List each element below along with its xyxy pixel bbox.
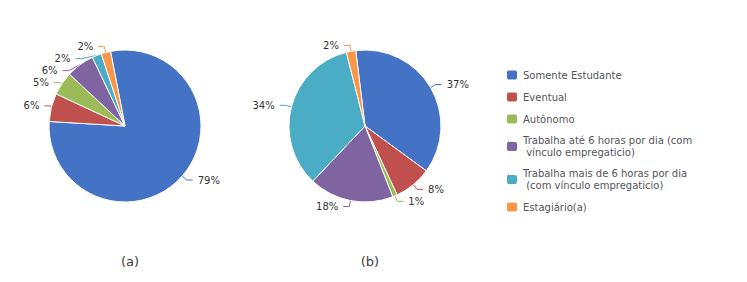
svg-text:(com vínculo empregaticio): (com vínculo empregaticio) <box>523 180 663 191</box>
svg-text:Trabalha mais de 6 horas por d: Trabalha mais de 6 horas por dia <box>522 168 687 179</box>
svg-text:Somente Estudante: Somente Estudante <box>523 70 622 81</box>
svg-text:(a): (a) <box>121 254 139 269</box>
svg-text:1%: 1% <box>408 196 424 207</box>
svg-text:Estagiário(a): Estagiário(a) <box>523 202 587 213</box>
svg-text:6%: 6% <box>24 100 40 111</box>
svg-text:5%: 5% <box>33 77 49 88</box>
svg-text:Eventual: Eventual <box>523 92 567 103</box>
svg-text:Trabalha até 6 horas por dia (: Trabalha até 6 horas por dia (com <box>522 135 692 146</box>
svg-text:37%: 37% <box>447 79 469 90</box>
svg-text:2%: 2% <box>55 53 71 64</box>
svg-text:8%: 8% <box>428 184 444 195</box>
svg-text:2%: 2% <box>77 41 93 52</box>
svg-text:Autônomo: Autônomo <box>523 114 575 125</box>
svg-text:34%: 34% <box>252 100 274 111</box>
svg-text:79%: 79% <box>198 175 220 186</box>
svg-text:2%: 2% <box>323 40 339 51</box>
svg-text:18%: 18% <box>316 201 338 212</box>
svg-text:(b): (b) <box>361 254 379 269</box>
svg-text:vínculo empregaticio): vínculo empregaticio) <box>523 147 635 158</box>
svg-text:6%: 6% <box>42 65 58 76</box>
